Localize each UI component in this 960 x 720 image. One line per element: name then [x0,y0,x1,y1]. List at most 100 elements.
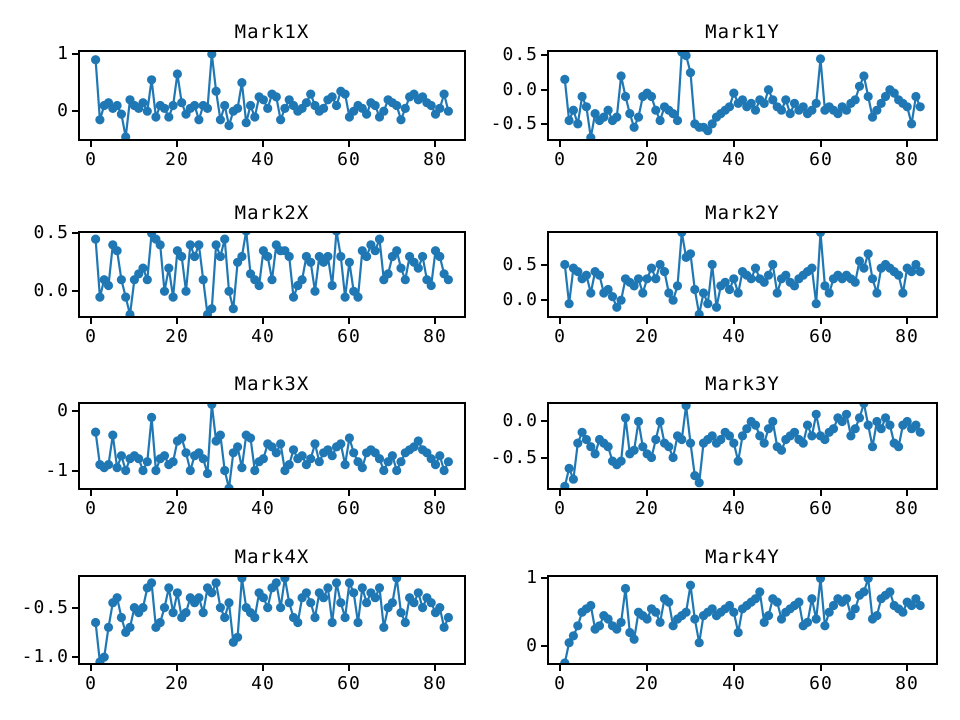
data-point-marker [612,624,622,634]
data-point-marker [112,593,122,603]
data-point-marker [668,452,678,463]
y-tick-label: -0.5 [490,113,538,134]
x-tick-mark [262,665,264,671]
data-point-marker [638,288,648,298]
data-point-marker [198,454,208,464]
data-point-marker [841,594,852,604]
data-point-marker [430,460,441,470]
x-tick-label: 0 [554,673,566,694]
data-point-marker [198,275,208,285]
data-point-marker [116,612,126,623]
data-point-marker [646,452,657,463]
data-point-marker [885,587,895,597]
data-point-marker [802,420,813,430]
data-point-marker [646,91,657,102]
subplot-title: Mark1X [234,21,310,43]
y-tick-label: 1 [57,43,69,64]
axes-spines [547,231,938,318]
data-point-marker [629,634,639,644]
data-point-marker [331,578,342,588]
data-point-marker [586,288,596,298]
data-point-marker [733,456,743,466]
data-point-marker [694,478,704,488]
x-tick-mark [176,318,178,324]
data-point-marker [837,416,847,427]
data-point-marker [820,281,830,291]
data-point-marker [772,597,782,607]
data-point-marker [349,448,359,458]
data-point-marker [568,631,578,641]
data-point-marker [138,263,148,273]
y-tick-mark [72,656,78,658]
x-tick-mark [733,665,735,671]
y-tick-label: -1.0 [21,646,69,667]
x-tick-mark [559,318,561,324]
data-point-marker [207,50,217,59]
x-tick-label: 0 [85,149,97,170]
data-point-marker [872,416,882,427]
x-tick-mark [90,490,92,496]
y-tick-label: 0 [57,100,69,121]
data-point-marker [811,299,821,309]
data-point-marker [586,442,596,452]
data-point-marker [573,267,583,277]
data-point-marker [228,304,238,314]
data-point-marker [564,463,574,473]
data-point-marker [789,98,800,108]
x-tick-mark [176,490,178,496]
data-point-marker [633,416,644,427]
data-point-marker [159,603,170,613]
data-point-marker [668,109,678,119]
data-point-marker [573,621,583,631]
data-point-marker [340,460,350,470]
data-point-marker [151,112,161,122]
y-tick-label: 0.0 [502,79,538,100]
data-point-marker [659,267,670,277]
data-point-marker [121,132,131,141]
y-tick-mark [541,420,547,422]
data-point-marker [802,617,813,627]
x-tick-label: 0 [554,326,566,347]
data-point-marker [846,611,856,621]
x-tick-label: 20 [165,149,189,170]
data-point-marker [224,286,234,296]
data-point-marker [194,593,204,603]
x-tick-label: 60 [809,673,833,694]
data-point-marker [755,587,765,597]
data-point-marker [276,115,286,125]
data-point-marker [400,275,410,285]
data-point-marker [729,607,739,617]
data-point-marker [138,465,148,476]
data-point-marker [850,277,860,287]
data-point-marker [594,270,605,280]
data-point-marker [340,292,350,302]
data-point-marker [267,275,277,285]
data-point-marker [134,454,144,464]
data-point-marker [284,598,294,608]
x-tick-mark [262,490,264,496]
data-point-marker [409,598,419,608]
data-point-marker [284,460,294,470]
data-point-marker [694,638,704,648]
data-point-marker [370,593,380,603]
data-point-marker [439,89,449,99]
data-point-marker [685,438,696,448]
data-point-marker [768,95,778,105]
x-tick-label: 0 [85,326,97,347]
data-point-marker [327,92,337,102]
data-point-marker [828,424,839,434]
data-point-marker [568,105,578,115]
data-point-marker [664,597,674,607]
data-point-marker [889,88,899,98]
data-point-marker [880,413,891,423]
data-point-marker [720,277,730,287]
data-point-marker [642,614,652,624]
data-point-marker [807,105,817,115]
y-tick-mark [72,607,78,609]
data-point-marker [396,263,406,273]
data-point-marker [833,109,843,119]
data-point-marker [237,463,247,473]
data-point-marker [807,263,817,273]
axes-spines [547,50,938,141]
data-point-marker [907,267,917,277]
